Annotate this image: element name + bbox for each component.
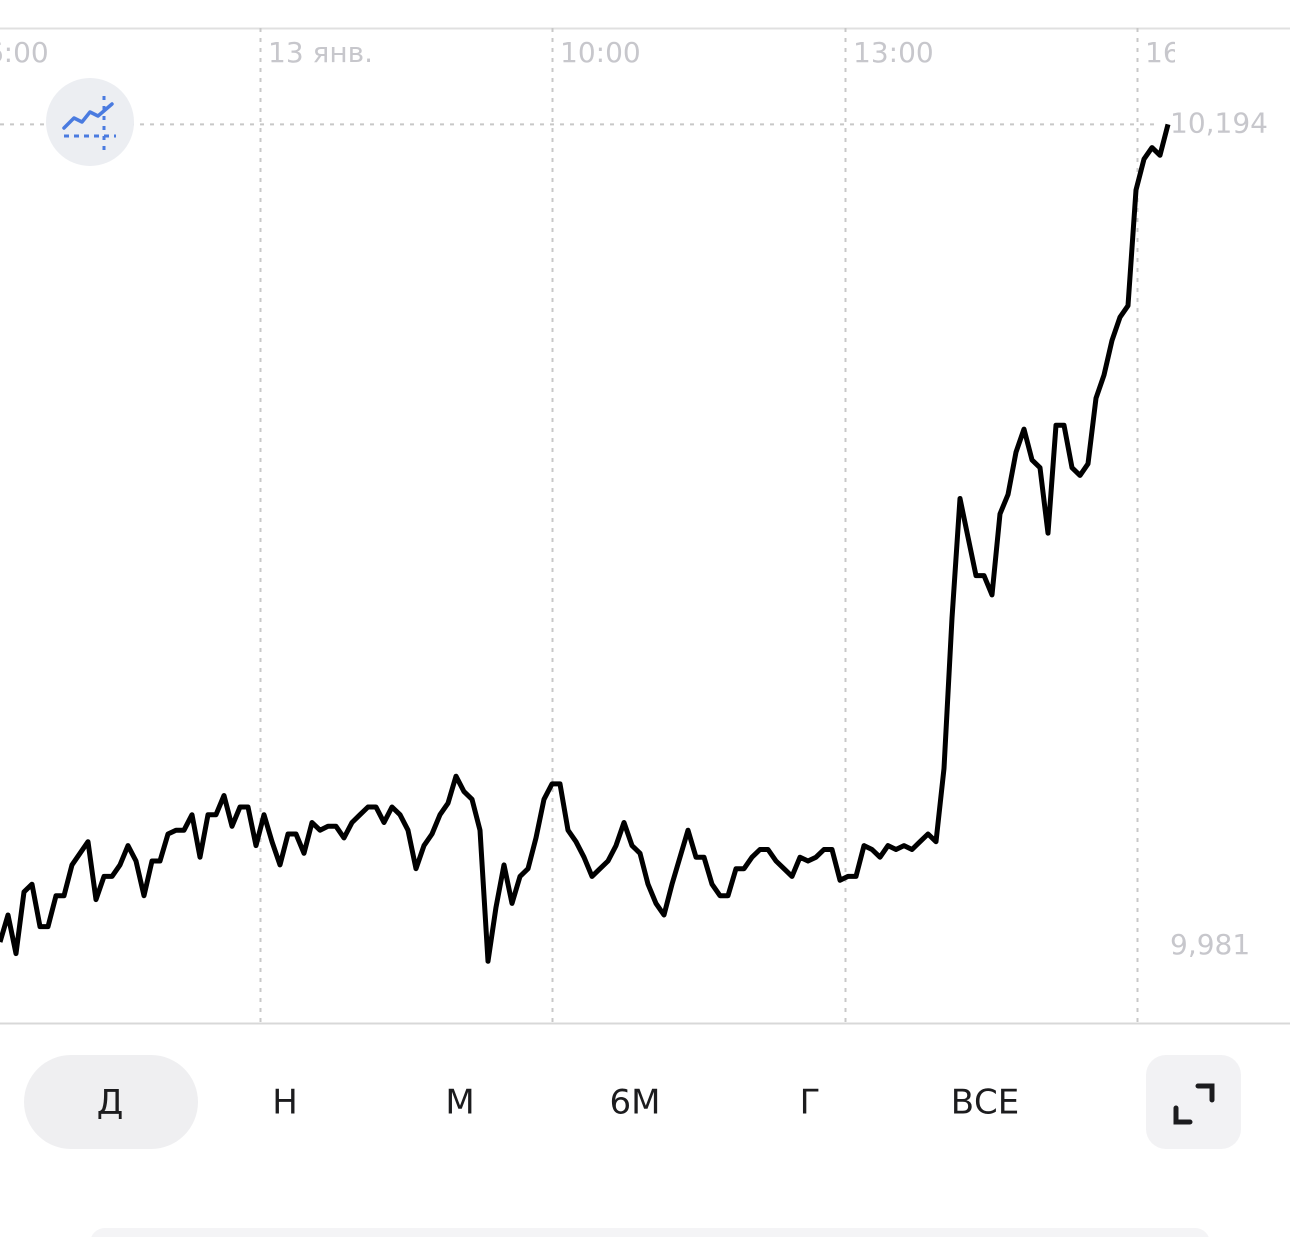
period-button[interactable]: Д: [97, 1083, 124, 1123]
period-button[interactable]: 6М: [610, 1083, 661, 1123]
period-selector: Д Н М 6М Г ВСЕ: [97, 1083, 1020, 1123]
chart: 16:00 13 янв. 10:00 13:00 16:00 10,194 9,981: [0, 28, 1268, 1023]
x-tick-label: 13:00: [853, 36, 934, 69]
indicator-button[interactable]: [46, 78, 134, 166]
y-tick-label: 10,194: [1170, 106, 1268, 139]
period-button[interactable]: Г: [800, 1083, 821, 1123]
x-tick-label: 10:00: [560, 36, 641, 69]
bottom-card: [91, 1228, 1209, 1237]
y-tick-label: 9,981: [1170, 928, 1250, 961]
selected-pill: [24, 1055, 198, 1149]
x-tick-label: 16:00: [0, 36, 49, 69]
x-axis: 16:00 13 янв. 10:00 13:00 16:00: [0, 36, 1226, 69]
price-line: [0, 123, 1171, 964]
period-button[interactable]: М: [445, 1083, 474, 1123]
x-tick-label: 13 янв.: [268, 36, 373, 69]
x-tick-label: 16:00: [1145, 36, 1226, 69]
expand-button[interactable]: [1146, 1055, 1241, 1149]
period-button[interactable]: Н: [272, 1083, 298, 1123]
period-button[interactable]: ВСЕ: [951, 1083, 1020, 1123]
